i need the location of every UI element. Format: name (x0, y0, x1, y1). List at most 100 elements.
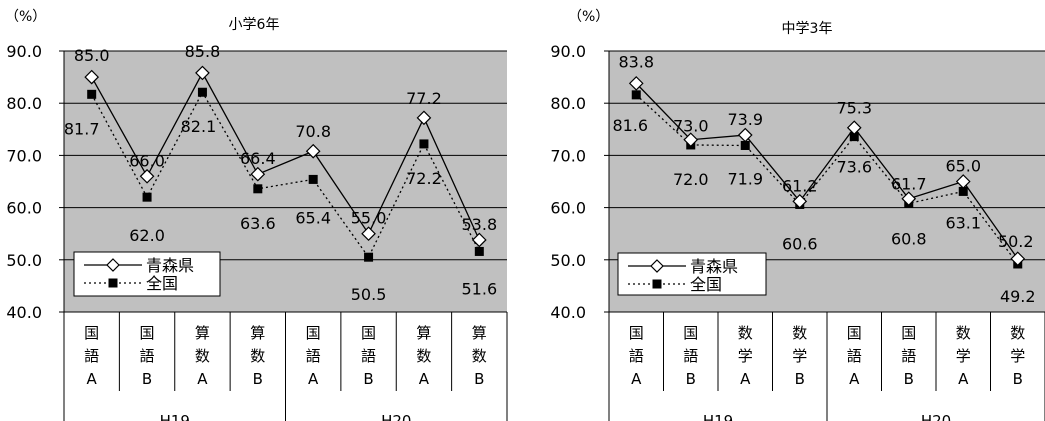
group-label: H19 (703, 412, 733, 421)
unit-label: （%） (568, 9, 609, 25)
aomori-marker (792, 193, 808, 209)
category-label: 国 (629, 324, 644, 342)
data-label: 73.6 (836, 158, 872, 177)
data-label: 83.8 (618, 52, 654, 71)
data-label: 81.7 (64, 119, 100, 138)
group-label: H20 (921, 412, 951, 421)
legend-square-marker (652, 279, 662, 289)
category-label: B (904, 370, 914, 388)
data-label: 73.9 (727, 110, 763, 129)
category-label: B (253, 370, 263, 388)
data-label: 61.7 (891, 175, 927, 194)
y-tick-label: 50.0 (6, 251, 42, 270)
category-label: B (142, 370, 152, 388)
aomori-marker (139, 168, 155, 184)
data-label: 66.4 (240, 149, 276, 168)
national-marker (419, 139, 429, 149)
y-tick-label: 80.0 (550, 94, 586, 113)
data-label: 53.8 (462, 215, 498, 234)
category-label: A (419, 370, 430, 388)
legend-label: 青森県 (146, 256, 194, 275)
category-label: 学 (792, 347, 807, 365)
category-label: 算 (195, 324, 210, 342)
national-marker (740, 140, 750, 150)
y-tick-label: 40.0 (6, 303, 42, 322)
national-marker (142, 192, 152, 202)
aomori-marker (683, 132, 699, 148)
data-label: 85.8 (185, 42, 221, 61)
chart-title: 小学6年 (229, 17, 280, 33)
series-line-aomori (635, 82, 1019, 260)
data-label: 75.3 (836, 99, 872, 118)
legend-square-marker (108, 278, 118, 288)
category-label: 国 (847, 324, 862, 342)
category-label: 数 (416, 347, 431, 365)
national-marker (308, 174, 318, 184)
category-label: B (795, 370, 805, 388)
data-label: 85.0 (74, 46, 110, 65)
y-tick-label: 60.0 (6, 199, 42, 218)
category-label: A (197, 370, 208, 388)
series-line-aomori (91, 71, 480, 241)
legend-diamond-marker (650, 259, 664, 273)
aomori-marker (416, 110, 432, 126)
y-tick-label: 70.0 (6, 146, 42, 165)
y-tick-label: 90.0 (6, 42, 42, 61)
category-label: 数 (1010, 324, 1025, 342)
category-label: 数 (792, 324, 807, 342)
category-label: A (740, 370, 751, 388)
legend-label: 全国 (690, 275, 722, 294)
y-tick-label: 60.0 (550, 199, 586, 218)
chart-title: 中学3年 (782, 21, 833, 37)
category-label: B (474, 370, 484, 388)
category-label: 語 (683, 347, 698, 365)
national-marker (87, 89, 97, 99)
aomori-marker (955, 174, 971, 189)
data-label: 70.8 (295, 122, 331, 141)
category-label: 国 (140, 324, 155, 342)
aomori-marker (361, 226, 376, 242)
y-tick-label: 80.0 (6, 94, 42, 113)
chart-junior-high-3rd-grade: 40.050.060.070.080.090.0（%）中学3年国語A国語B数学A… (550, 9, 1045, 421)
aomori-marker (1010, 251, 1026, 267)
national-marker (958, 186, 968, 196)
aomori-marker (195, 65, 210, 81)
data-label: 82.1 (181, 117, 217, 136)
y-tick-label: 40.0 (550, 303, 586, 322)
category-label: 算 (250, 324, 265, 342)
data-label: 72.0 (673, 170, 709, 189)
chart-elementary-6th-grade: 40.050.060.070.080.090.0（%） 小学6年国語A国語B算数A… (5, 9, 508, 421)
category-label: 語 (361, 347, 376, 365)
data-label: 77.2 (406, 89, 442, 108)
legend-box (73, 251, 221, 297)
category-label: B (363, 370, 373, 388)
aomori-marker (250, 166, 266, 182)
aomori-marker (901, 191, 917, 207)
category-label: 国 (84, 324, 99, 342)
aomori-marker (84, 69, 100, 85)
category-label: 語 (629, 347, 644, 365)
category-label: 国 (361, 324, 376, 342)
category-label: B (1013, 370, 1023, 388)
y-tick-label: 90.0 (550, 42, 586, 61)
category-label: 数 (195, 347, 210, 365)
national-marker (364, 252, 374, 262)
category-label: A (849, 370, 860, 388)
category-label: 国 (306, 324, 321, 342)
category-label: 国 (683, 324, 698, 342)
legend-label: 青森県 (690, 257, 738, 276)
data-label: 61.2 (782, 176, 818, 195)
category-label: B (686, 370, 696, 388)
series-line-national (91, 90, 480, 259)
data-label: 60.8 (891, 229, 927, 248)
category-label: A (308, 370, 319, 388)
national-marker (197, 87, 207, 97)
national-marker (253, 184, 263, 194)
y-tick-label: 70.0 (550, 146, 586, 165)
category-label: 数 (250, 347, 265, 365)
national-marker (474, 246, 484, 256)
category-label: 国 (901, 324, 916, 342)
category-label: 数 (472, 347, 487, 365)
national-marker (849, 132, 859, 142)
